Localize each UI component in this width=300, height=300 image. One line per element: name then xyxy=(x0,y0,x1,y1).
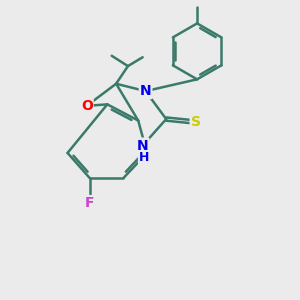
Text: N: N xyxy=(140,84,152,98)
Text: O: O xyxy=(81,99,93,113)
Text: F: F xyxy=(85,196,94,210)
Text: S: S xyxy=(190,115,201,129)
Text: H: H xyxy=(139,152,149,164)
Text: N: N xyxy=(137,139,148,153)
